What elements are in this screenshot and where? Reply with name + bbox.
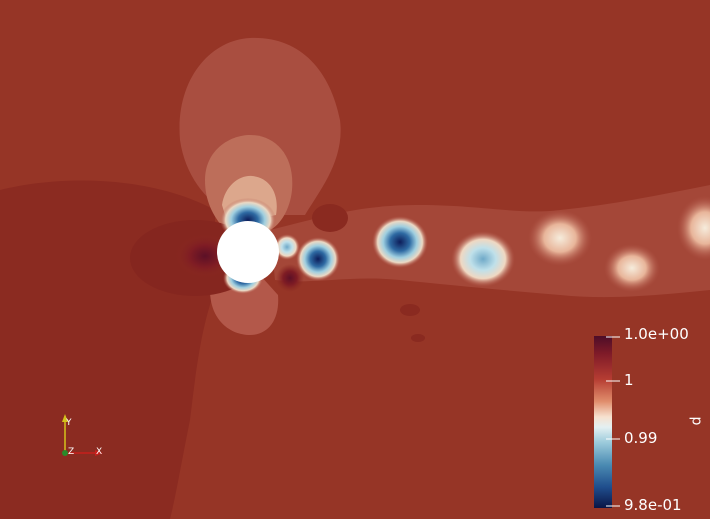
vortex-shed-5 (528, 210, 592, 266)
vortex-shed-3 (372, 216, 428, 268)
z-axis-label: Z (68, 447, 74, 457)
x-axis-arrow-icon (95, 450, 103, 456)
orientation-axes[interactable]: Y Z X (62, 414, 103, 457)
wake-dark-patch (400, 304, 420, 316)
y-axis-label: Y (65, 418, 72, 428)
z-axis-dot-icon (62, 450, 68, 456)
vortex-shed-2 (296, 237, 340, 281)
vortex-shed-7 (677, 196, 710, 260)
scalar-bar-label-min: 9.8e-01 (624, 496, 682, 514)
cylinder (217, 221, 279, 283)
scalar-bar-title: p (688, 416, 705, 426)
scalar-bar-label-mid-low: 0.99 (624, 429, 658, 447)
y-axis-arrow-icon (62, 414, 68, 422)
vortex-shed-1 (274, 234, 300, 260)
wake-dark-patch (312, 204, 348, 232)
wake-dark-patch (411, 334, 425, 342)
vortex-shed-4 (451, 231, 515, 287)
vortex-shed-6 (604, 244, 660, 292)
scalar-bar-label-mid-high: 1 (624, 371, 634, 389)
x-axis-label: X (96, 447, 102, 457)
vortex-red-1 (276, 264, 304, 292)
scalar-bar-label-max: 1.0e+00 (624, 325, 689, 343)
scalar-bar-gradient[interactable] (594, 336, 612, 508)
